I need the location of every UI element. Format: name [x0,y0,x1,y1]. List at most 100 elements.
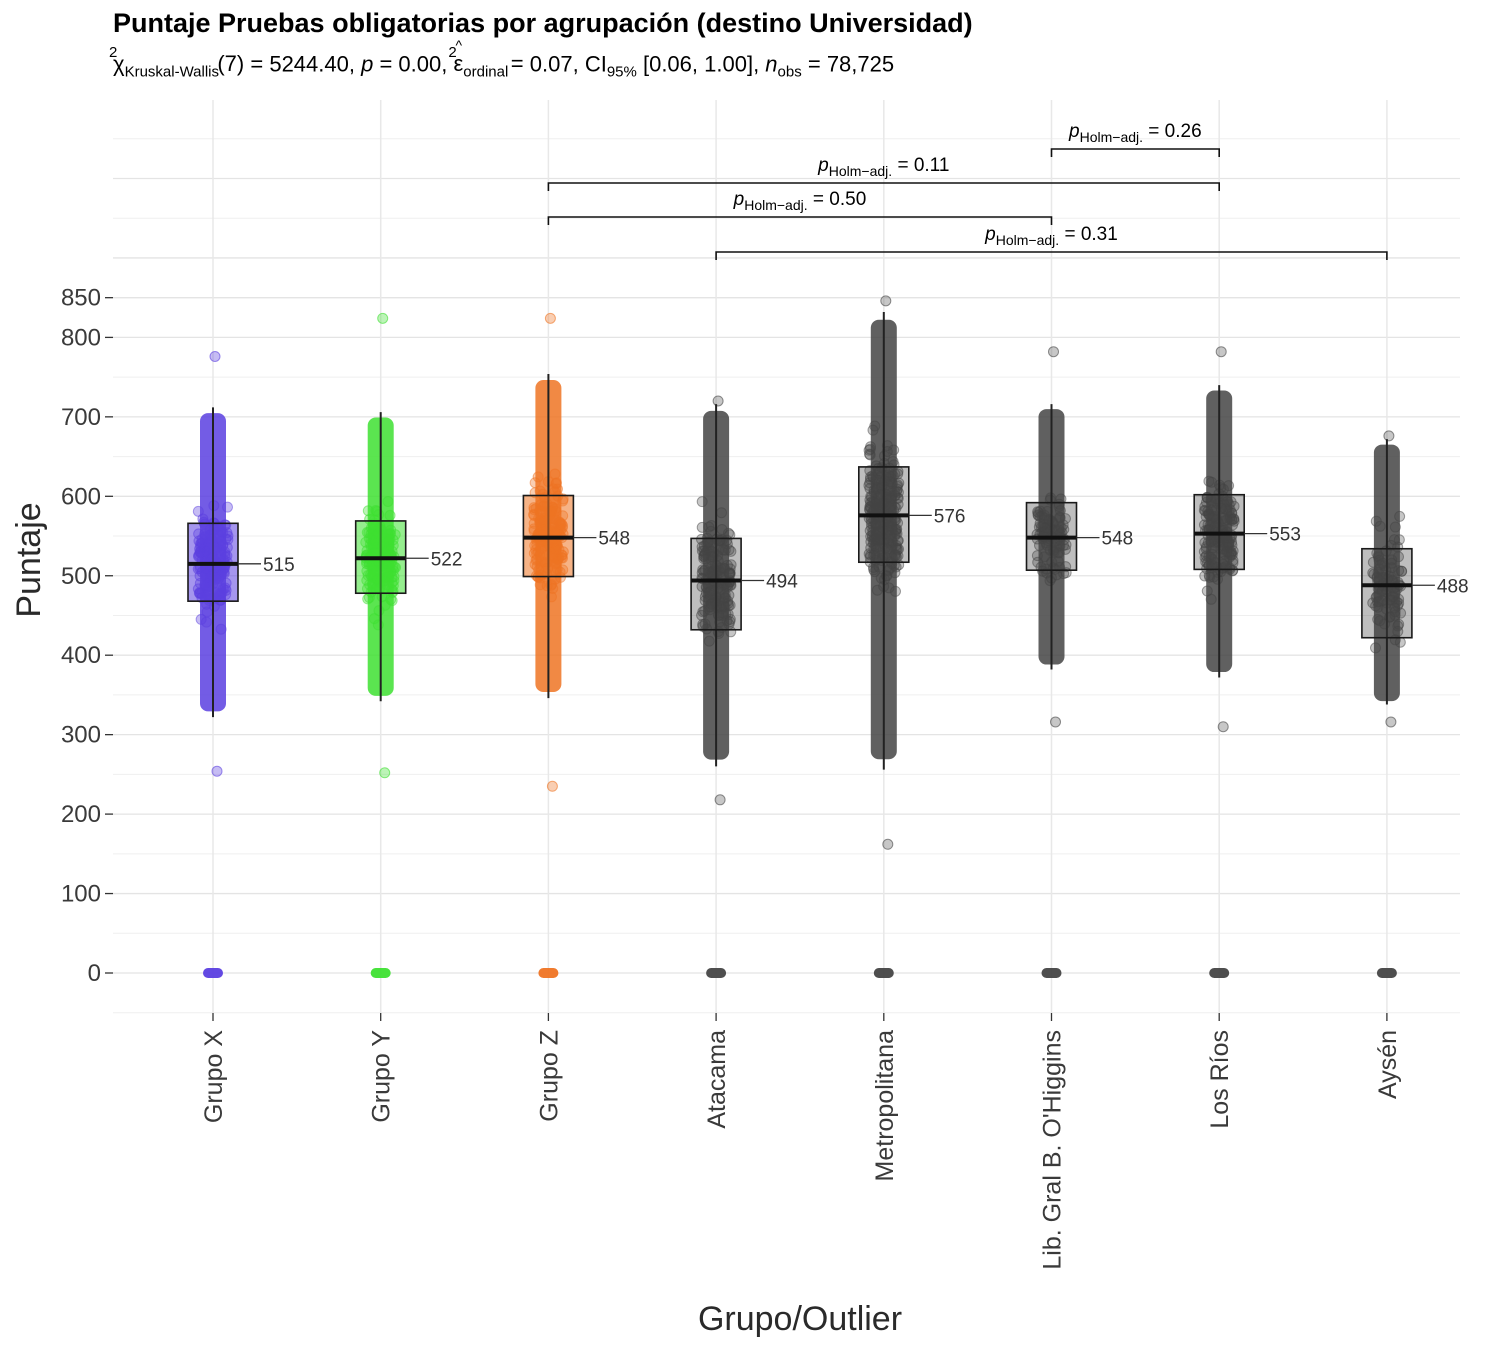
data-point [1389,521,1401,533]
median-label: 548 [1102,529,1134,550]
data-point [1059,543,1071,555]
data-point-min [714,794,726,806]
data-point [703,601,715,613]
x-tick-label: Atacama [703,1030,731,1129]
data-point [1226,513,1238,525]
data-point-min [882,838,894,850]
data-point [1205,593,1217,605]
data-point [724,567,736,579]
data-point [1203,475,1215,487]
median-label: 515 [263,555,295,576]
data-point [865,490,877,502]
data-point [892,535,904,547]
data-point-min [1217,721,1229,733]
data-point [201,606,213,618]
x-tick-label: Grupo Y [368,1030,396,1123]
data-point [881,445,893,457]
data-point-max [1215,346,1227,358]
eps-symbol: ε [453,51,464,77]
data-point [549,468,561,480]
data-point [1054,505,1066,517]
data-point [1203,551,1215,563]
stat-value: 5244.40 [269,51,349,77]
data-point [864,465,876,477]
data-point [370,504,382,516]
data-point [1392,625,1404,637]
data-point [873,561,885,573]
data-point [703,635,715,647]
data-point [1371,572,1383,584]
eps-sup: 2 [448,44,457,61]
median-label: 494 [766,572,798,593]
data-point [1199,501,1211,513]
data-point [698,540,710,552]
data-point [532,471,544,483]
data-point-max [544,312,556,324]
n-sub: obs [777,63,802,81]
data-point [864,443,876,455]
eps-value: 0.07 [529,51,573,77]
data-point-max [377,312,389,324]
data-point [1058,523,1070,535]
axis-layer: 0 100 200 300 400 500 600 700 800 850 Grupo X Grupo… [61,285,1402,1270]
data-point-min [1050,716,1061,728]
data-point [724,599,736,611]
data-point [1037,565,1049,577]
x-tick-label: Grupo Z [535,1030,563,1122]
data-point [1393,565,1405,577]
data-point [192,505,204,517]
median-label: 522 [431,549,463,570]
comparison-bracket [715,251,1388,260]
ci-value: [0.06, 1.00] [642,51,754,77]
x-axis-title: Grupo/Outlier [698,1300,902,1338]
data-point [892,468,904,480]
box-layer: 515 522 548 494 576 548 553 488 [187,311,1469,770]
data-point-min [546,780,558,792]
comparisons-layer: pHolm−adj. = 0.26 pHolm−adj. = 0.11 pHolm−… [547,121,1388,260]
y-tick-label: 100 [61,881,101,908]
data-point [867,424,879,436]
data-point [362,505,374,517]
eps-hat-icon: ^ [455,37,463,54]
data-point-max [712,395,724,407]
df-value: (7) [217,51,245,77]
x-tick-label: Grupo X [200,1030,228,1123]
box [1361,547,1413,639]
data-point [368,613,380,625]
zero-point-cluster [1041,968,1062,978]
chart-title: Puntaje Pruebas obligatorias por agrupac… [113,8,973,38]
points-layer [192,295,1408,978]
data-point-min [379,767,391,779]
data-point [1394,636,1406,648]
comparison-label: pHolm−adj. = 0.11 [817,155,949,179]
data-point [719,544,731,556]
data-point [1394,510,1406,522]
data-point [1199,552,1211,564]
n-value: 78,725 [826,51,895,77]
data-point [1374,559,1386,571]
x-tick-label: Metropolitana [871,1030,899,1182]
data-point [1039,522,1051,534]
data-point [221,501,233,513]
data-point [215,623,227,635]
data-point [1223,546,1235,558]
y-tick-label: 200 [61,801,101,828]
data-point [871,584,883,596]
data-point [1031,550,1043,562]
p-label: p [361,51,374,77]
data-point [703,521,715,533]
zero-point-cluster [1376,968,1397,978]
ci-label: CI [584,51,607,77]
data-point [1372,550,1384,562]
data-point [865,536,877,548]
eps-sub: ordinal [463,63,509,81]
data-point [382,495,394,507]
data-point [1374,520,1386,532]
n-label: n [765,51,778,77]
median-label: 488 [1437,576,1469,597]
p-value: 0.00 [398,51,442,77]
comparison-bracket [547,182,1220,191]
y-tick-label: 800 [61,324,101,351]
chi-sub: Kruskal-Wallis [124,63,220,81]
y-tick-label: 600 [61,483,101,510]
